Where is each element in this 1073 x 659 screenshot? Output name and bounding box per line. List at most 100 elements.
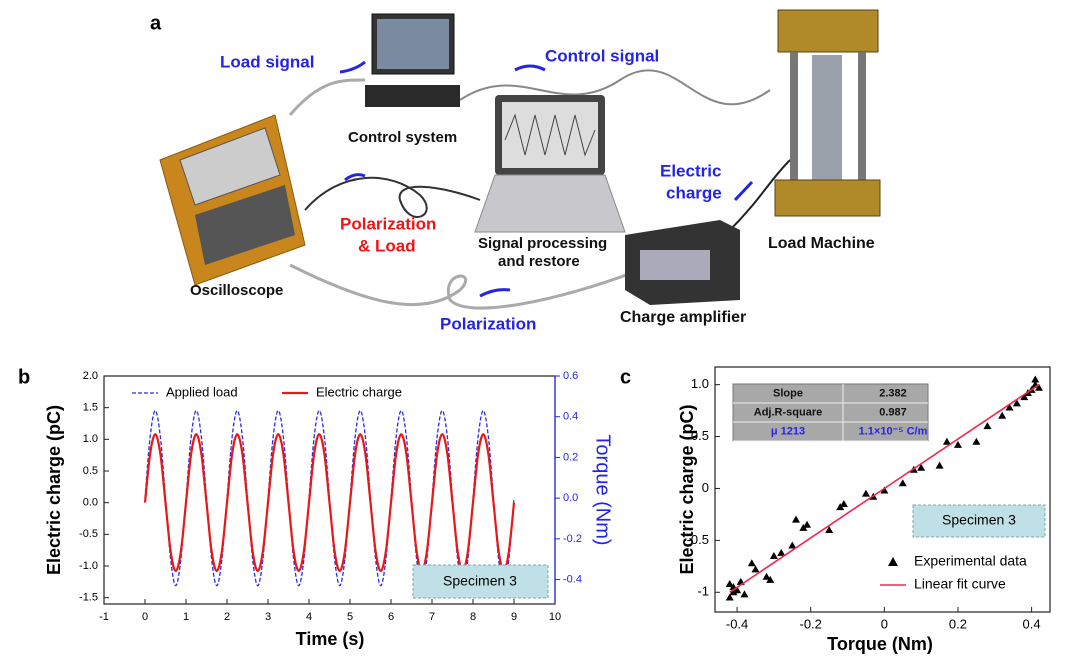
- data-point: [983, 422, 991, 429]
- y2-tick-label: 0.2: [563, 451, 578, 463]
- amp-display: [640, 250, 710, 280]
- data-point: [770, 552, 778, 559]
- x-tick-label: -0.4: [726, 616, 748, 631]
- data-point: [803, 521, 811, 528]
- x-tick-label: 4: [306, 611, 312, 623]
- data-point: [792, 516, 800, 523]
- table-cell: 1.1×10⁻⁵ C/m: [859, 425, 928, 437]
- computer: [365, 85, 460, 107]
- series-line: [145, 434, 514, 571]
- x-tick-label: -1: [99, 611, 109, 623]
- cable: [305, 178, 480, 217]
- specimen-grips: [812, 55, 842, 180]
- data-point: [998, 412, 1006, 419]
- x-tick-label: 9: [511, 611, 517, 623]
- panel-label: b: [18, 366, 30, 388]
- y-tick-label: -0.5: [79, 528, 98, 540]
- y2-tick-label: 0.6: [563, 370, 578, 382]
- x-tick-label: 8: [470, 611, 476, 623]
- x-tick-label: 2: [224, 611, 230, 623]
- y-tick-label: 2.0: [83, 370, 98, 382]
- table-cell: 0.987: [879, 406, 907, 418]
- y2-tick-label: -0.4: [563, 573, 582, 585]
- data-point: [862, 490, 870, 497]
- data-point: [751, 565, 759, 572]
- machine-column: [790, 52, 798, 182]
- diagram-label: and restore: [498, 253, 580, 270]
- legend-label: Experimental data: [914, 553, 1027, 569]
- x-tick-label: 7: [429, 611, 435, 623]
- y-axis-label: Electric charge (pC): [44, 405, 64, 575]
- data-point: [954, 441, 962, 448]
- panel-label: c: [620, 366, 631, 388]
- diagram-label: Polarization: [340, 214, 436, 233]
- data-point: [840, 500, 848, 507]
- data-point: [899, 479, 907, 486]
- x-tick-label: -0.2: [800, 616, 822, 631]
- diagram-label: Electric: [660, 161, 721, 180]
- laptop-base: [475, 175, 625, 232]
- y2-axis-label: Torque (Nm): [592, 434, 614, 545]
- annotation: Specimen 3: [942, 512, 1016, 528]
- y-tick-label: 0.0: [83, 497, 98, 509]
- table-cell: μ 1213: [771, 425, 805, 437]
- x-tick-label: 1: [183, 611, 189, 623]
- annotation: Specimen 3: [443, 573, 517, 589]
- arrow: [735, 182, 752, 200]
- data-point: [748, 559, 756, 566]
- data-point: [1031, 375, 1039, 382]
- legend-swatch: [888, 557, 898, 566]
- data-point: [726, 580, 734, 587]
- table-cell: Adj.R-square: [754, 406, 822, 418]
- machine-top: [778, 10, 878, 52]
- x-tick-label: 6: [388, 611, 394, 623]
- y-axis-label: Electric charge (pC): [677, 404, 697, 574]
- x-tick-label: 0.2: [949, 616, 967, 631]
- y-tick-label: 1.0: [691, 376, 709, 391]
- x-tick-label: 0: [142, 611, 148, 623]
- x-axis-label: Time (s): [296, 629, 365, 649]
- x-tick-label: 0.4: [1023, 616, 1041, 631]
- diagram-label: Charge amplifier: [620, 309, 746, 326]
- legend-label: Electric charge: [316, 384, 402, 399]
- data-point: [777, 549, 785, 556]
- machine-base: [775, 180, 880, 216]
- cable: [290, 265, 640, 308]
- diagram-label: Signal processing: [478, 235, 607, 252]
- y-tick-label: 1.0: [83, 433, 98, 445]
- data-point: [740, 590, 748, 597]
- y-tick-label: -1.0: [79, 560, 98, 572]
- table-cell: Slope: [773, 387, 803, 399]
- legend-label: Linear fit curve: [914, 576, 1006, 592]
- y-tick-label: 0: [702, 480, 709, 495]
- diagram-label: Load signal: [220, 52, 314, 71]
- y-tick-label: -1: [697, 584, 709, 599]
- panel-a: a Load signal Control signal Control sys…: [150, 10, 880, 333]
- y2-tick-label: 0.4: [563, 411, 578, 423]
- arrow: [515, 66, 545, 70]
- data-point: [936, 462, 944, 469]
- x-axis-label: Torque (Nm): [827, 634, 933, 654]
- data-point: [972, 438, 980, 445]
- y2-tick-label: 0.0: [563, 492, 578, 504]
- legend-label: Applied load: [166, 384, 238, 399]
- panel-label: a: [150, 12, 162, 34]
- diagram-label: Polarization: [440, 314, 536, 333]
- arrow: [480, 290, 510, 296]
- diagram-label: Load Machine: [768, 235, 875, 252]
- arrow: [340, 62, 365, 72]
- diagram-label: Control system: [348, 129, 457, 146]
- x-tick-label: 3: [265, 611, 271, 623]
- y-tick-label: 0.5: [83, 465, 98, 477]
- cable: [290, 80, 365, 115]
- machine-column: [858, 52, 866, 182]
- figure: a Load signal Control signal Control sys…: [0, 0, 1073, 659]
- diagram-label: & Load: [358, 236, 416, 255]
- diagram-label: Control signal: [545, 46, 659, 65]
- x-tick-label: 5: [347, 611, 353, 623]
- y-tick-label: 1.5: [83, 402, 98, 414]
- y-tick-label: -1.5: [79, 592, 98, 604]
- screen: [377, 19, 449, 69]
- diagram-label: charge: [666, 183, 722, 202]
- x-tick-label: 10: [549, 611, 561, 623]
